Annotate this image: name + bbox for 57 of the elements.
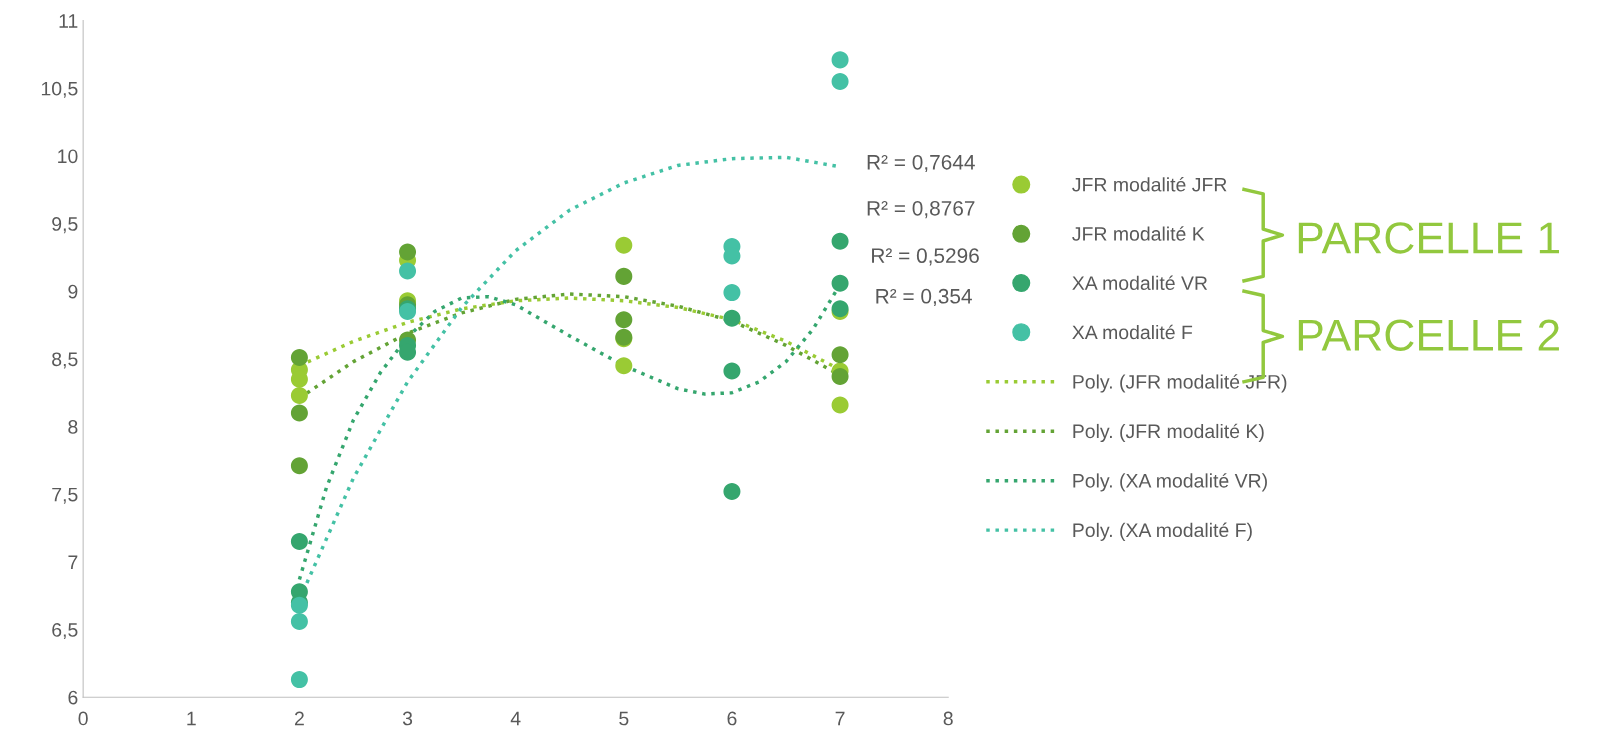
x-tick-label: 6 [727, 711, 737, 726]
y-tick-label: 8,5 [52, 352, 78, 369]
x-tick-label: 4 [510, 711, 521, 726]
text: PARCELLE 2 [1298, 319, 1559, 351]
point [290, 533, 308, 551]
point [615, 311, 633, 329]
point [723, 284, 741, 302]
y-tick-label: 7 [68, 555, 78, 569]
point [831, 232, 849, 250]
x-tick-label: 0 [78, 711, 88, 726]
legend-label: Poly. (JFR modalité K) [1073, 423, 1264, 443]
point [290, 671, 308, 689]
x-tick-label: 7 [835, 711, 845, 726]
point [831, 73, 849, 91]
x-tick-label: 1 [187, 711, 196, 726]
point [723, 362, 741, 380]
y-tick-label: 11 [59, 14, 78, 28]
x-tick-label: 3 [402, 711, 413, 726]
legend-label: JFR modalité JFR [1072, 177, 1227, 192]
point [290, 612, 308, 630]
point [615, 267, 633, 285]
x-tick-label: 2 [294, 711, 304, 726]
point [290, 457, 308, 475]
point [399, 243, 417, 261]
legend-label: Poly. (XA modalité VR) [1073, 473, 1267, 492]
y-tick-label: 9 [68, 284, 78, 299]
legend-label: XA modalité VR [1072, 275, 1208, 291]
legend-label: JFR modalité K [1072, 226, 1205, 241]
point [831, 396, 849, 414]
point [290, 349, 308, 367]
point [290, 404, 308, 422]
point [615, 236, 633, 254]
point [399, 262, 417, 280]
y-tick-label: 8 [68, 420, 78, 434]
annotation: R² = 0,354 [876, 288, 972, 307]
y-tick-label: 10,5 [41, 81, 78, 98]
point [831, 274, 849, 292]
text: PARCELLE 1 [1298, 222, 1560, 254]
y-tick-label: 6 [68, 690, 78, 705]
point [290, 386, 308, 404]
y-tick-label: 7,5 [52, 487, 78, 504]
legend-label: Poly. (XA modalité F) [1073, 522, 1252, 541]
point [615, 357, 633, 375]
legend-label: XA modalité F [1072, 324, 1193, 340]
y-tick-label: 10 [58, 149, 78, 164]
x-tick-label: 5 [619, 711, 629, 726]
y-tick-label: 6,5 [52, 623, 78, 640]
point [723, 309, 741, 327]
annotation: R² = 0,8767 [867, 200, 975, 219]
point [723, 483, 741, 501]
y-tick-label: 9,5 [52, 217, 78, 234]
point [831, 368, 849, 386]
annotation: R² = 0,5296 [872, 248, 979, 266]
point [831, 51, 849, 69]
point [831, 346, 849, 364]
x-tick-label: 8 [943, 711, 953, 726]
annotation: R² = 0,7644 [867, 154, 975, 173]
